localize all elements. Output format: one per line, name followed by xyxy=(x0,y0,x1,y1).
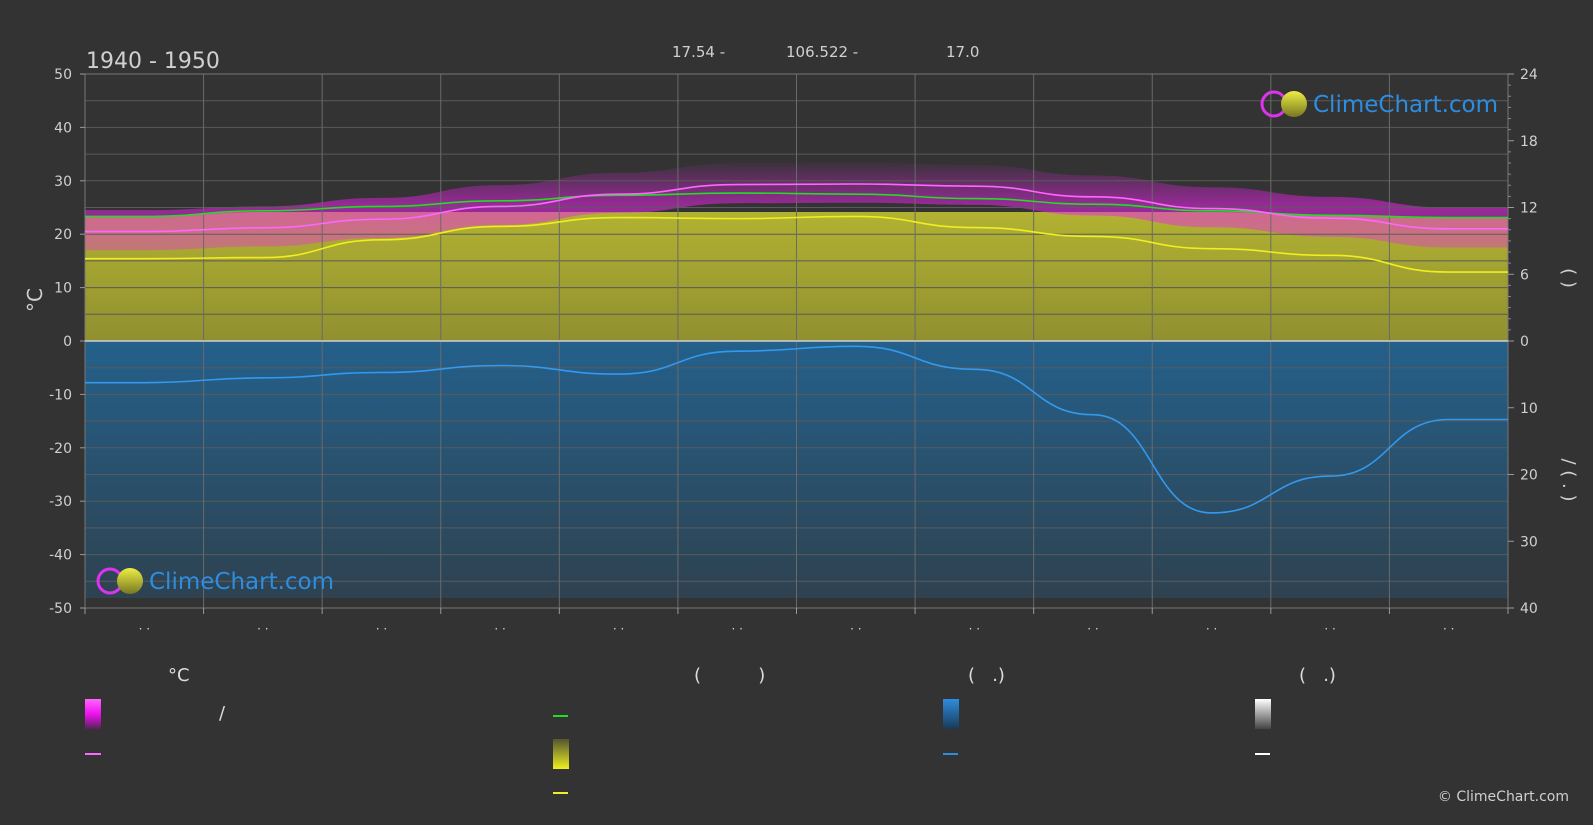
right-axis-bottom-label: / ( . ) xyxy=(1558,459,1579,502)
legend-col3-header: ( .) xyxy=(968,665,1005,686)
right-tick-label-precip: 30 xyxy=(1520,534,1538,550)
legend-col1-slash: / xyxy=(219,703,226,724)
x-axis: · · · · · · · · · · · · · · · · · · · · · · · · xyxy=(84,608,1509,636)
x-tick-label: · · xyxy=(494,622,505,636)
logo-sun-icon xyxy=(1281,91,1307,117)
right-tick-label-hours: 12 xyxy=(1520,201,1538,217)
left-tick-label: -50 xyxy=(49,601,72,617)
header-value-2: 106.522 - xyxy=(786,43,858,61)
left-tick-label: 20 xyxy=(54,227,72,243)
legend-temp-range-swatch xyxy=(85,699,101,729)
copyright: © ClimeChart.com xyxy=(1437,789,1569,805)
x-tick-label: · · xyxy=(257,622,268,636)
x-tick-label: · · xyxy=(139,622,150,636)
series-line-max_temp xyxy=(85,183,1508,233)
right-tick-label-precip: 20 xyxy=(1520,468,1538,484)
series-line-daylight xyxy=(85,192,1508,219)
left-tick-label: 10 xyxy=(54,281,72,297)
legend-col1-header: °C xyxy=(168,665,190,686)
left-axis-label: °C xyxy=(23,288,47,312)
right-tick-label-hours: 0 xyxy=(1520,334,1529,350)
left-tick-label: -20 xyxy=(49,441,72,457)
right-axis-top-label: ( ) xyxy=(1558,268,1579,288)
x-tick-label: · · xyxy=(1443,622,1454,636)
x-tick-label: · · xyxy=(1206,622,1217,636)
x-tick-label: · · xyxy=(613,622,624,636)
right-tick-label-hours: 24 xyxy=(1520,67,1538,83)
x-tick-label: · · xyxy=(850,622,861,636)
series-line-precip xyxy=(85,345,1508,514)
left-tick-label: -30 xyxy=(49,494,72,510)
legend-col4-header: ( .) xyxy=(1299,665,1336,686)
logo-top: ClimeChart.com xyxy=(1260,90,1498,118)
header-value-1: 17.54 - xyxy=(672,43,725,61)
left-tick-label: 0 xyxy=(63,334,72,350)
left-tick-label: -40 xyxy=(49,548,72,564)
right-axis: 24 18 12 6 0 10 20 30 40 xyxy=(1508,67,1538,617)
left-tick-label: 30 xyxy=(54,174,72,190)
legend-snow-swatch xyxy=(1255,699,1271,729)
x-tick-label: · · xyxy=(731,622,742,636)
x-tick-label: · · xyxy=(1324,622,1335,636)
legend-sunshine-swatch xyxy=(553,739,569,769)
x-tick-label: · · xyxy=(376,622,387,636)
logo-bottom: ClimeChart.com xyxy=(96,567,334,595)
x-tick-label: · · xyxy=(969,622,980,636)
chart-grid xyxy=(85,73,1508,609)
right-tick-label-precip: 40 xyxy=(1520,601,1538,617)
right-tick-label-hours: 6 xyxy=(1520,267,1529,283)
right-tick-label-precip: 10 xyxy=(1520,401,1538,417)
left-axis: 50 40 30 20 10 0 -10 -20 -30 -40 -50 xyxy=(49,67,85,617)
series-line-sunshine xyxy=(85,215,1508,273)
left-tick-label: -10 xyxy=(49,387,72,403)
left-tick-label: 50 xyxy=(54,67,72,83)
legend-precip-swatch xyxy=(943,699,959,729)
logo-sun-icon xyxy=(117,568,143,594)
logo-bottom-text: ClimeChart.com xyxy=(149,569,334,595)
x-tick-label: · · xyxy=(1087,622,1098,636)
left-tick-label: 40 xyxy=(54,120,72,136)
legend-col2-header: ( ) xyxy=(694,665,766,686)
chart-title: 1940 - 1950 xyxy=(86,49,220,74)
header-value-3: 17.0 xyxy=(946,43,979,61)
logo-top-text: ClimeChart.com xyxy=(1313,92,1498,118)
right-tick-label-hours: 18 xyxy=(1520,134,1538,150)
